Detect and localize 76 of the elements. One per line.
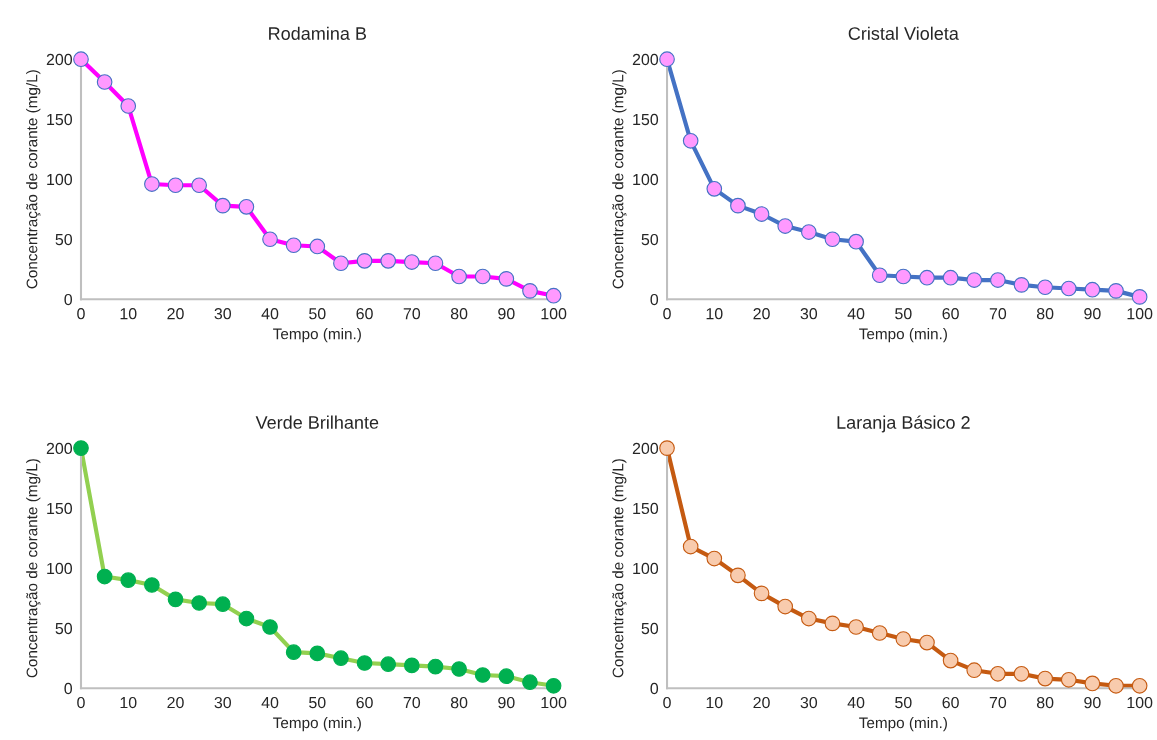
x-tick-label: 40	[847, 696, 865, 709]
x-tick-label: 0	[77, 308, 85, 320]
y-tick-label: 200	[632, 442, 659, 455]
x-tick-label: 60	[942, 308, 959, 320]
x-tick-label: 50	[895, 696, 912, 709]
x-tick-label: 70	[403, 308, 421, 320]
chart-title: Cristal Violeta	[848, 26, 959, 40]
x-tick-label: 30	[214, 308, 232, 320]
chart-title: Rodamina B	[269, 26, 367, 40]
x-tick-label: 80	[1036, 308, 1054, 320]
y-tick-label: 200	[46, 53, 73, 66]
x-tick-label: 50	[309, 308, 326, 320]
x-axis-title: Tempo (min.)	[859, 716, 947, 732]
y-tick-label: 50	[641, 233, 659, 246]
y-tick-label: 100	[633, 562, 659, 575]
x-tick-label: 20	[753, 696, 770, 709]
x-tick-label: 30	[800, 308, 818, 320]
y-tick-label: 0	[650, 293, 659, 306]
x-tick-label: 60	[942, 696, 959, 709]
x-tick-label: 80	[450, 308, 468, 320]
y-tick-label: 150	[633, 113, 659, 126]
y-tick-label: 0	[650, 682, 659, 695]
x-axis-title: Tempo (min.)	[273, 716, 361, 732]
x-tick-label: 0	[663, 696, 671, 709]
x-tick-label: 100	[541, 308, 567, 320]
x-tick-label: 40	[261, 696, 279, 709]
x-tick-label: 40	[847, 308, 865, 320]
y-axis-title: Concentração de corante (mg/L)	[612, 459, 627, 678]
x-tick-label: 0	[663, 308, 671, 320]
x-tick-label: 20	[167, 308, 184, 320]
y-tick-label: 100	[633, 173, 659, 186]
y-tick-label: 50	[641, 622, 659, 635]
x-tick-label: 90	[1084, 696, 1101, 709]
x-tick-label: 100	[1127, 696, 1153, 709]
x-tick-label: 70	[403, 696, 421, 709]
x-tick-label: 50	[895, 308, 912, 320]
y-tick-label: 50	[55, 622, 73, 635]
y-tick-label: 0	[64, 682, 73, 695]
x-tick-label: 60	[356, 696, 373, 709]
y-tick-label: 50	[55, 233, 73, 246]
x-tick-label: 10	[120, 308, 137, 320]
x-tick-label: 60	[356, 308, 373, 320]
x-tick-label: 90	[498, 308, 515, 320]
y-tick-label: 100	[47, 173, 73, 186]
x-tick-label: 100	[1127, 308, 1153, 320]
x-tick-label: 80	[1036, 696, 1054, 709]
x-tick-label: 80	[450, 696, 468, 709]
y-tick-label: 100	[47, 562, 73, 575]
y-tick-label: 150	[633, 502, 659, 515]
chart-title: Verde Brilhante	[255, 415, 379, 429]
y-axis-title: Concentração de corante (mg/L)	[26, 459, 41, 678]
x-tick-label: 50	[309, 696, 326, 709]
x-tick-label: 40	[261, 308, 279, 320]
chart-title: Laranja Básico 2	[837, 415, 970, 433]
y-tick-label: 150	[47, 113, 73, 126]
x-tick-label: 70	[989, 308, 1007, 320]
x-tick-label: 30	[214, 696, 232, 709]
x-tick-label: 90	[1084, 308, 1101, 320]
y-axis-title: Concentração de corante (mg/L)	[612, 70, 627, 289]
y-axis-title: Concentração de corante (mg/L)	[26, 70, 41, 289]
x-tick-label: 90	[498, 696, 515, 709]
x-tick-label: 20	[167, 696, 184, 709]
x-axis-title: Tempo (min.)	[859, 328, 947, 343]
y-tick-label: 150	[47, 502, 73, 515]
y-tick-label: 200	[46, 442, 73, 455]
x-axis-title: Tempo (min.)	[273, 328, 361, 343]
x-tick-label: 10	[706, 696, 723, 709]
x-tick-label: 30	[800, 696, 818, 709]
x-tick-label: 70	[989, 696, 1007, 709]
x-tick-label: 10	[706, 308, 723, 320]
x-tick-label: 0	[77, 696, 85, 709]
x-tick-label: 20	[753, 308, 770, 320]
y-tick-label: 0	[64, 293, 73, 306]
y-tick-label: 200	[632, 53, 659, 66]
x-tick-label: 10	[120, 696, 137, 709]
x-tick-label: 100	[541, 696, 567, 709]
